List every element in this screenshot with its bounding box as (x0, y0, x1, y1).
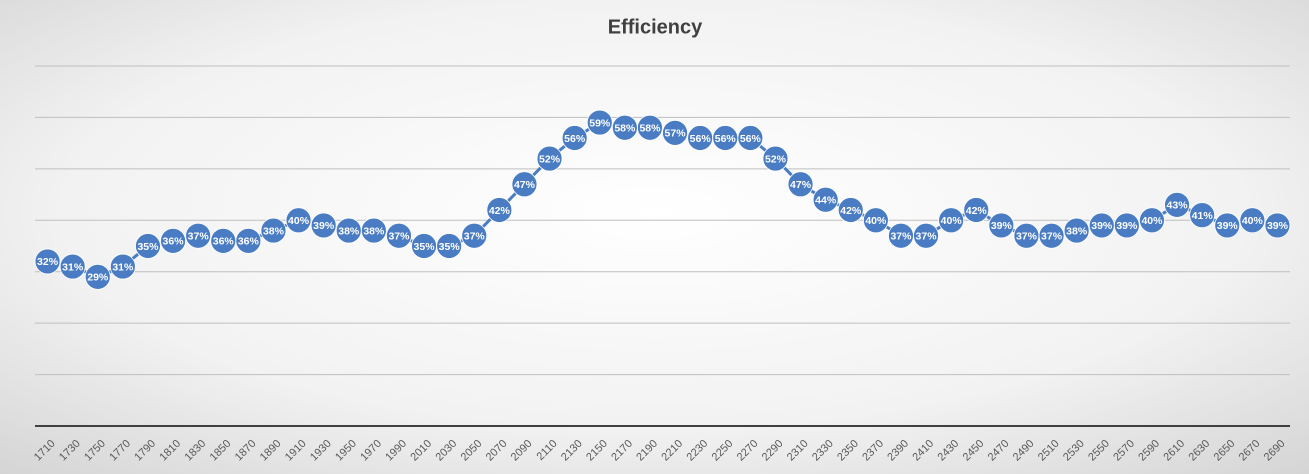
data-label: 56% (715, 133, 737, 145)
data-label: 58% (639, 122, 661, 134)
point-marker (1139, 207, 1165, 234)
point-marker (963, 197, 990, 223)
data-label: 40% (865, 215, 887, 227)
point-marker (988, 212, 1015, 239)
data-label: 42% (966, 205, 988, 217)
data-label: 47% (514, 179, 536, 191)
data-label: 40% (941, 215, 963, 227)
point-marker (84, 263, 111, 290)
point-marker (461, 222, 488, 249)
data-label: 40% (1242, 215, 1264, 227)
data-label: 56% (740, 133, 762, 145)
data-label: 37% (1016, 230, 1038, 242)
point-marker (59, 253, 86, 280)
point-marker (913, 222, 939, 249)
point-marker (1264, 212, 1291, 239)
data-label: 52% (539, 153, 561, 165)
point-marker (511, 171, 538, 198)
point-marker (1189, 202, 1216, 229)
data-label: 38% (263, 225, 285, 237)
point-marker (1063, 217, 1090, 244)
data-label: 41% (1192, 210, 1214, 222)
data-label: 38% (1066, 225, 1088, 237)
point-marker (938, 207, 965, 234)
data-label: 38% (363, 225, 385, 237)
data-label: 39% (1116, 220, 1138, 232)
point-marker (1214, 212, 1241, 239)
data-label: 36% (213, 236, 235, 248)
data-label: 37% (890, 230, 912, 242)
data-label: 37% (388, 230, 410, 242)
point-marker (185, 222, 212, 249)
point-marker (637, 114, 663, 141)
point-marker (160, 227, 186, 254)
data-label: 31% (112, 261, 134, 273)
data-label: 47% (790, 179, 812, 191)
data-label: 36% (163, 236, 185, 248)
point-marker (1239, 207, 1266, 234)
data-label: 39% (1217, 220, 1239, 232)
point-marker (561, 125, 588, 151)
data-label: 35% (414, 241, 436, 253)
data-label: 39% (991, 220, 1013, 232)
point-marker (135, 233, 161, 259)
data-label: 39% (313, 220, 335, 232)
data-label: 32% (37, 256, 59, 268)
data-label: 44% (815, 194, 837, 206)
data-label: 59% (589, 117, 611, 129)
point-marker (486, 197, 513, 223)
data-label: 56% (564, 133, 586, 145)
data-label: 37% (1041, 230, 1063, 242)
data-label: 42% (840, 205, 862, 217)
data-label: 35% (439, 241, 461, 253)
point-marker (436, 233, 463, 259)
data-label: 56% (690, 133, 712, 145)
point-marker (812, 186, 839, 213)
data-label: 37% (464, 230, 486, 242)
data-label: 52% (765, 153, 787, 165)
data-label: 35% (137, 241, 159, 253)
point-marker (787, 171, 814, 198)
point-marker (1038, 222, 1065, 249)
point-marker (586, 109, 613, 136)
point-marker (1113, 212, 1140, 239)
data-label: 42% (489, 205, 511, 217)
point-marker (235, 227, 262, 254)
data-label: 37% (188, 230, 210, 242)
point-marker (762, 145, 789, 172)
data-label: 39% (1091, 220, 1113, 232)
point-marker (34, 248, 61, 275)
point-marker (737, 125, 764, 151)
data-label: 29% (87, 272, 109, 284)
point-marker (109, 253, 136, 280)
point-marker (1164, 191, 1190, 218)
point-marker (386, 222, 412, 249)
data-label: 37% (916, 230, 938, 242)
data-label: 43% (1167, 200, 1189, 212)
chart-title: Efficiency (608, 16, 703, 38)
data-label: 38% (338, 225, 360, 237)
point-marker (837, 197, 864, 223)
data-label: 40% (288, 215, 310, 227)
data-label: 36% (238, 236, 260, 248)
point-marker (662, 119, 688, 146)
point-marker (285, 207, 312, 234)
data-label: 31% (62, 261, 84, 273)
point-marker (360, 217, 387, 244)
data-label: 58% (614, 122, 636, 134)
point-marker (536, 145, 563, 172)
point-marker (862, 207, 889, 234)
data-label: 57% (665, 128, 687, 140)
point-marker (260, 217, 287, 244)
point-marker (310, 212, 337, 239)
data-label: 39% (1267, 220, 1289, 232)
data-label: 40% (1141, 215, 1163, 227)
